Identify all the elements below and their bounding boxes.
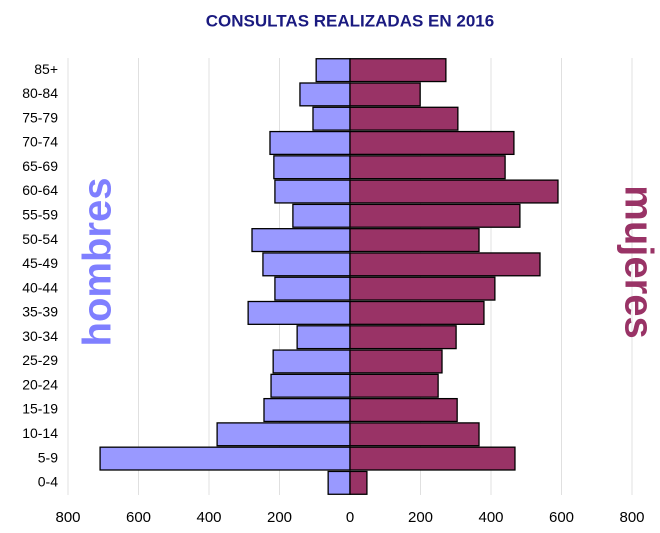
x-tick-label: 0: [346, 509, 354, 526]
y-tick-label: 30-34: [22, 328, 58, 344]
bar: [262, 252, 351, 277]
y-tick-label: 65-69: [22, 158, 58, 174]
chart-title: CONSULTAS REALIZADAS EN 2016: [206, 11, 494, 30]
y-tick-label: 10-14: [22, 425, 58, 441]
bar: [315, 58, 351, 83]
series-label: hombres: [76, 178, 120, 347]
y-tick-label: 75-79: [22, 109, 58, 125]
bar: [349, 349, 443, 374]
bar: [349, 155, 506, 180]
bar: [349, 58, 447, 83]
y-tick-label: 50-54: [22, 231, 58, 247]
bar: [349, 276, 496, 301]
bar: [349, 300, 485, 325]
x-tick-label: 800: [55, 509, 80, 526]
bar: [349, 470, 368, 495]
y-tick-label: 40-44: [22, 279, 58, 295]
y-tick-label: 0-4: [38, 474, 58, 490]
y-tick-label: 80-84: [22, 85, 58, 101]
bar: [349, 82, 421, 107]
x-tick-label: 600: [549, 509, 574, 526]
bar: [349, 446, 516, 471]
bar: [296, 325, 351, 350]
bar: [349, 252, 541, 277]
bar: [299, 82, 351, 107]
bar: [349, 397, 458, 423]
bar: [247, 300, 351, 325]
bar: [349, 422, 480, 447]
bar: [270, 373, 351, 398]
x-tick-label: 600: [126, 509, 151, 526]
y-tick-label: 55-59: [22, 207, 58, 223]
y-tick-label: 15-19: [22, 401, 58, 417]
series-label: mujeres: [616, 185, 660, 338]
x-tick-label: 400: [478, 509, 503, 526]
bar: [349, 325, 457, 350]
bar: [349, 228, 480, 253]
bar: [349, 179, 559, 204]
bar: [216, 422, 351, 447]
bar: [272, 349, 351, 374]
bar: [274, 276, 351, 301]
x-tick-label: 400: [196, 509, 221, 526]
y-tick-label: 25-29: [22, 352, 58, 368]
bar: [263, 397, 351, 423]
y-tick-label: 5-9: [38, 449, 58, 465]
bar: [349, 130, 515, 156]
bar: [349, 106, 459, 131]
x-tick-label: 200: [408, 509, 433, 526]
bar: [349, 203, 521, 228]
bar: [274, 179, 351, 204]
bar: [99, 446, 351, 471]
y-tick-label: 70-74: [22, 134, 58, 150]
bar: [269, 130, 351, 156]
y-tick-label: 35-39: [22, 304, 58, 320]
y-tick-label: 20-24: [22, 376, 58, 392]
bar: [349, 373, 439, 398]
bar: [292, 203, 351, 228]
y-tick-label: 45-49: [22, 255, 58, 271]
bar: [327, 470, 351, 495]
y-tick-label: 85+: [34, 61, 58, 77]
x-tick-label: 200: [267, 509, 292, 526]
bar: [312, 106, 351, 131]
bar: [251, 228, 351, 253]
y-tick-label: 60-64: [22, 182, 58, 198]
x-tick-label: 800: [619, 509, 644, 526]
bar: [273, 155, 351, 180]
